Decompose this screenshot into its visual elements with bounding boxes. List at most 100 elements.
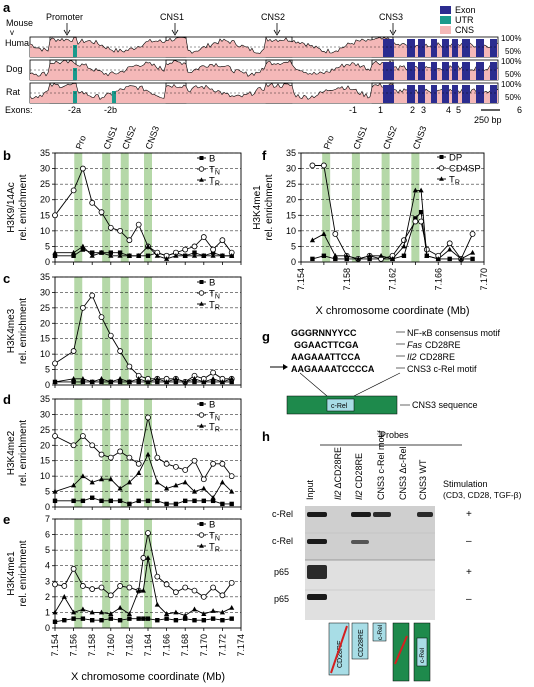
data-point <box>145 616 151 621</box>
region-band <box>102 153 111 262</box>
data-point <box>117 604 123 610</box>
data-point <box>62 618 67 623</box>
x-tick-label: 7.154 <box>296 268 306 291</box>
y-tick-label: 0 <box>45 380 50 390</box>
data-point <box>145 243 151 249</box>
data-point <box>136 376 142 381</box>
legend-swatch-exon <box>440 6 451 14</box>
data-point <box>71 249 77 255</box>
probe-diagram-il2 <box>351 622 369 660</box>
data-point <box>108 616 113 621</box>
data-point <box>182 379 188 384</box>
data-point <box>412 218 419 225</box>
exon-number: 6 <box>517 105 522 115</box>
pct-50-rat: 50% <box>505 93 521 102</box>
panel-letter-e: e <box>3 512 10 527</box>
data-point <box>309 162 316 169</box>
data-point <box>107 454 114 461</box>
data-point <box>446 240 453 247</box>
blot-band <box>351 512 371 517</box>
y-tick-label: 10 <box>286 226 296 236</box>
data-point <box>182 612 188 618</box>
region-label: CNS3 <box>411 125 429 151</box>
data-point <box>173 501 179 507</box>
conservation-area <box>30 37 498 57</box>
x-tick-label: 7.166 <box>162 634 172 657</box>
y-tick-label: 25 <box>286 179 296 189</box>
data-point <box>89 586 96 592</box>
motif-arrowhead-icon <box>283 364 288 370</box>
utr-block <box>73 45 77 57</box>
legend-marker <box>199 423 204 428</box>
deletion-mark-icon <box>394 635 408 665</box>
data-point <box>418 187 424 193</box>
x-axis-label: X chromosome coordinate (Mb) <box>71 671 225 683</box>
probe-diagram-cns3-wt-site <box>416 637 428 667</box>
data-point <box>136 498 141 504</box>
chart-c: 0 5 10 15 20 25 30 35 H3K4me3 rel. enrichment BTNT… <box>6 272 242 390</box>
data-point <box>80 165 86 172</box>
region-band <box>120 153 129 262</box>
data-point <box>126 454 133 461</box>
data-point <box>80 304 86 311</box>
exon-number: 3 <box>421 105 426 115</box>
y-tick-label: 30 <box>40 164 50 174</box>
data-point <box>136 616 141 621</box>
data-point <box>470 256 475 262</box>
region-band <box>144 153 152 262</box>
chart-d: 0 5 10 15 20 25 30 35 H3K4me2 rel. enrichment BTNT… <box>6 394 242 512</box>
data-point <box>458 256 464 261</box>
pct-50-dog: 50% <box>505 70 521 79</box>
panel-letter-g: g <box>262 329 270 344</box>
probe-label: CD28RE <box>337 640 344 668</box>
data-point <box>191 252 198 258</box>
data-point <box>229 376 235 381</box>
data-point <box>80 243 86 249</box>
data-point <box>191 457 198 464</box>
data-point <box>210 376 216 381</box>
data-point <box>108 379 114 384</box>
y-tick-label: 5 <box>45 241 50 251</box>
data-point <box>173 252 179 258</box>
data-point <box>136 252 142 258</box>
exon-block <box>462 85 470 103</box>
data-point <box>155 498 160 504</box>
column-header-il2-cd28re: Il2CD28RE <box>354 453 364 500</box>
data-point <box>99 379 104 385</box>
region-band <box>102 519 111 628</box>
y-axis-label: H3K4me1 <box>252 185 263 230</box>
motif-seq-2: GGAACTTCGA <box>294 340 359 350</box>
data-point <box>355 256 361 261</box>
blot-band <box>307 512 327 517</box>
species-human-label: Human <box>5 38 34 48</box>
data-point <box>80 473 86 479</box>
data-point <box>163 581 170 588</box>
conservation-tracks <box>29 36 499 104</box>
column-header-input: Input <box>305 479 315 500</box>
data-point <box>418 218 424 225</box>
data-point <box>52 609 58 615</box>
data-point <box>332 252 338 258</box>
y-tick-label: 10 <box>40 471 50 481</box>
data-point <box>228 473 235 480</box>
data-point <box>201 498 206 504</box>
data-point <box>136 379 141 385</box>
legend-marker <box>198 532 205 538</box>
y-tick-label: 4 <box>45 561 50 571</box>
row-label-crel-stim: c-Rel <box>272 509 293 519</box>
y-tick-label: 0 <box>45 257 50 267</box>
data-point <box>108 498 113 504</box>
x-axis-label: X chromosome coordinate (Mb) <box>315 305 469 317</box>
exon-block <box>431 39 437 57</box>
exon-number: 2 <box>410 105 415 115</box>
data-point <box>219 460 226 467</box>
data-point <box>89 479 95 485</box>
data-point <box>210 608 216 613</box>
data-point <box>117 376 123 381</box>
cns3-arrowhead-icon <box>389 29 397 36</box>
region-band <box>351 153 360 262</box>
y-tick-label: 15 <box>40 334 50 344</box>
pct-50-human: 50% <box>505 47 521 56</box>
data-point <box>219 479 225 485</box>
